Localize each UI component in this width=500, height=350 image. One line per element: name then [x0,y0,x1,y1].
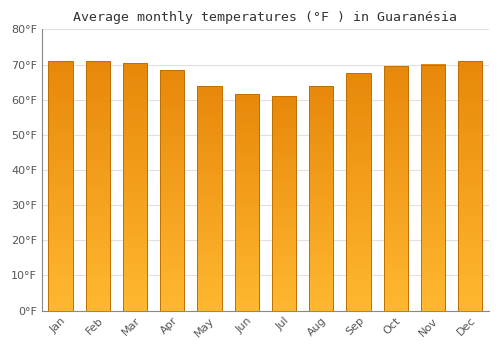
Bar [421,65,445,310]
Bar [346,74,370,310]
Bar [160,70,184,310]
Bar [272,96,296,310]
Bar [346,74,370,310]
Bar [123,63,147,310]
Bar [309,86,334,310]
Bar [421,65,445,310]
Bar [160,70,184,310]
Bar [198,86,222,310]
Bar [384,66,408,310]
Bar [384,66,408,310]
Bar [123,63,147,310]
Bar [234,94,259,310]
Bar [48,61,72,310]
Bar [234,94,259,310]
Bar [458,61,482,310]
Bar [309,86,334,310]
Title: Average monthly temperatures (°F ) in Guaranésia: Average monthly temperatures (°F ) in Gu… [74,11,458,24]
Bar [458,61,482,310]
Bar [272,96,296,310]
Bar [86,61,110,310]
Bar [48,61,72,310]
Bar [86,61,110,310]
Bar [198,86,222,310]
